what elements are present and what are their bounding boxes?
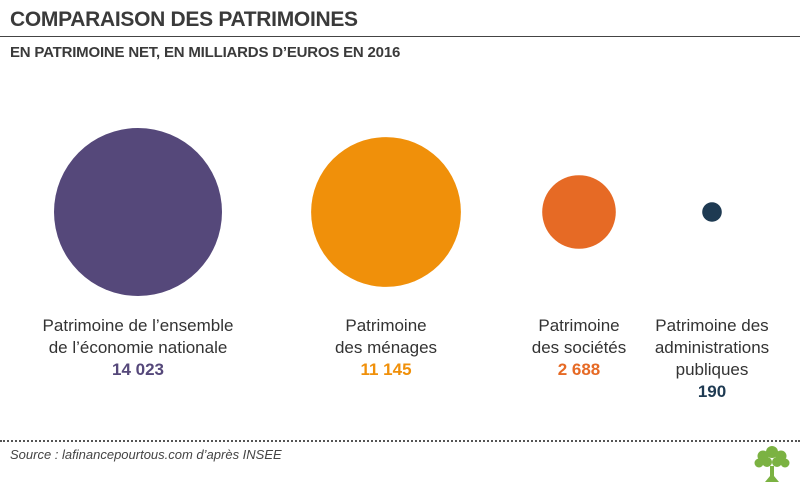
bubble-value-2: 11 145	[360, 360, 411, 379]
bubble-label-4-line-1: Patrimoine des	[655, 316, 768, 335]
chart-title: COMPARAISON DES PATRIMOINES	[10, 8, 358, 31]
bubble-1	[54, 128, 222, 296]
bubble-label-2-line-2: des ménages	[335, 338, 437, 357]
footer-divider	[0, 440, 800, 442]
bubble-3	[542, 175, 616, 249]
bubble-label-4-line-3: publiques	[676, 360, 749, 379]
bubble-label-3-line-2: des sociétés	[532, 338, 627, 357]
tree-logo-icon	[754, 446, 790, 482]
title-rule	[0, 36, 800, 37]
bubble-label-1-line-1: Patrimoine de l’ensemble	[43, 316, 234, 335]
bubble-label-1-line-2: de l’économie nationale	[49, 338, 228, 357]
bubble-value-1: 14 023	[112, 360, 164, 379]
bubble-2	[311, 137, 461, 287]
bubble-value-3: 2 688	[558, 360, 601, 379]
bubble-label-3-line-1: Patrimoine	[538, 316, 619, 335]
bubble-chart: Patrimoine de l’ensemble de l’économie na…	[43, 128, 769, 401]
bubble-4	[702, 202, 722, 222]
chart-subtitle: EN PATRIMOINE NET, EN MILLIARDS D’EUROS …	[10, 44, 401, 61]
bubble-label-4-line-2: administrations	[655, 338, 769, 357]
bubble-value-4: 190	[698, 382, 726, 401]
bubble-label-2-line-1: Patrimoine	[345, 316, 426, 335]
source-note: Source : lafinancepourtous.com d’après I…	[10, 447, 282, 462]
